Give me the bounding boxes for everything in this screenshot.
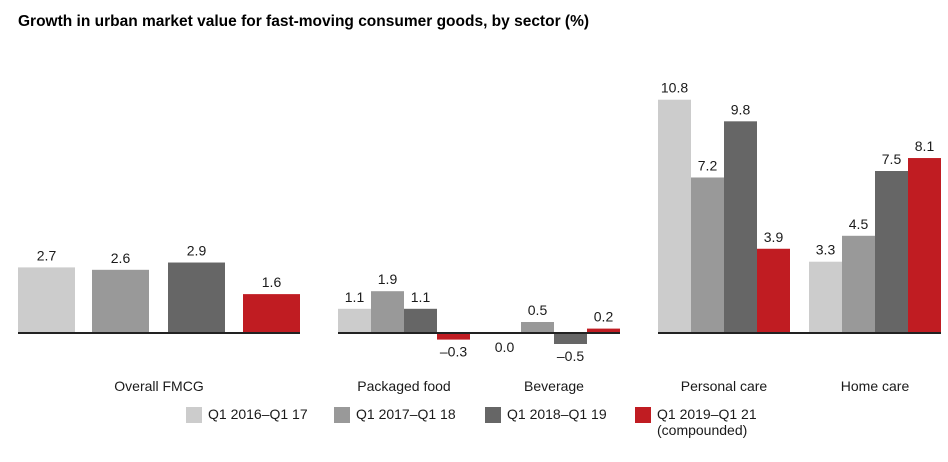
data-label: 0.0 xyxy=(495,339,515,355)
legend-item: Q1 2017–Q1 18 xyxy=(334,406,456,423)
data-label: 1.9 xyxy=(378,271,398,287)
bar xyxy=(521,322,554,333)
category-label: Packaged food xyxy=(357,378,450,394)
bar xyxy=(587,328,620,333)
data-label: 3.3 xyxy=(816,242,836,258)
data-label: 4.5 xyxy=(849,216,869,232)
data-label: 9.8 xyxy=(731,101,751,117)
data-label: –0.3 xyxy=(440,344,467,360)
bar xyxy=(809,261,842,333)
data-label: 1.6 xyxy=(262,274,282,290)
bar xyxy=(243,294,300,333)
bar xyxy=(724,121,757,333)
bar xyxy=(842,235,875,333)
bar xyxy=(437,333,470,340)
legend-label: Q1 2017–Q1 18 xyxy=(356,406,456,422)
data-label: 2.9 xyxy=(187,243,207,259)
legend-item: Q1 2016–Q1 17 xyxy=(186,406,308,423)
data-label: 1.1 xyxy=(411,289,431,305)
legend-swatch xyxy=(186,407,202,423)
data-label: 0.2 xyxy=(594,309,614,325)
category-label: Home care xyxy=(841,378,910,394)
legend-item: Q1 2019–Q1 21 (compounded) xyxy=(635,406,757,438)
legend-label: Q1 2018–Q1 19 xyxy=(507,406,607,422)
legend-item: Q1 2018–Q1 19 xyxy=(485,406,607,423)
bar xyxy=(658,99,691,333)
legend-swatch xyxy=(635,407,651,423)
legend-swatch xyxy=(334,407,350,423)
bar xyxy=(757,248,790,333)
bar xyxy=(404,308,437,333)
data-label: 8.1 xyxy=(915,138,935,154)
bar xyxy=(908,158,941,333)
bar xyxy=(18,267,75,333)
data-label: 2.7 xyxy=(37,247,57,263)
category-label: Personal care xyxy=(681,378,768,394)
data-label: –0.5 xyxy=(557,348,584,364)
category-label: Overall FMCG xyxy=(114,378,203,394)
data-label: 7.5 xyxy=(882,151,902,167)
bar xyxy=(371,291,404,333)
bar xyxy=(554,333,587,344)
data-label: 1.1 xyxy=(345,289,365,305)
bar xyxy=(168,262,225,333)
bar xyxy=(338,308,371,333)
chart-title: Growth in urban market value for fast-mo… xyxy=(18,13,590,30)
data-label: 2.6 xyxy=(111,250,131,266)
data-label: 10.8 xyxy=(661,80,688,96)
bar xyxy=(92,269,149,333)
data-label: 3.9 xyxy=(764,229,784,245)
data-label: 0.5 xyxy=(528,302,548,318)
data-label: 7.2 xyxy=(698,157,718,173)
legend-note: (compounded) xyxy=(657,422,748,438)
bar xyxy=(691,177,724,333)
legend-swatch xyxy=(485,407,501,423)
legend-label: Q1 2019–Q1 21 xyxy=(657,406,757,422)
legend-label: Q1 2016–Q1 17 xyxy=(208,406,308,422)
bar xyxy=(875,171,908,333)
category-label: Beverage xyxy=(524,378,584,394)
